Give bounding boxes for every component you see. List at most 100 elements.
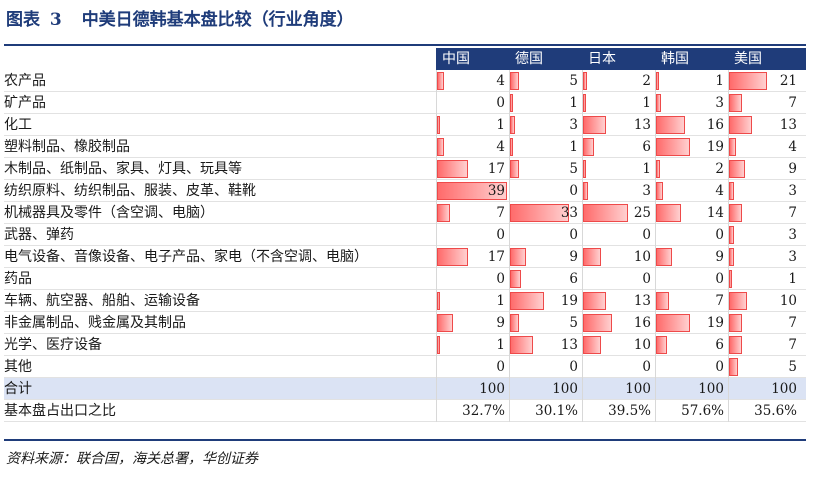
- cell-value: 5: [788, 359, 797, 375]
- table-row-cell: 0: [655, 224, 728, 246]
- row-divider: [4, 113, 806, 114]
- table-row-cell: 7: [728, 334, 801, 356]
- cell-value: 7: [715, 293, 724, 309]
- table-row-cell: 9: [728, 158, 801, 180]
- cell-value: 7: [788, 205, 797, 221]
- value-bar: [510, 138, 513, 156]
- cell-value: 25: [633, 205, 651, 221]
- figure-title: 图表 3 中美日德韩基本盘比较（行业角度）: [6, 6, 354, 34]
- value-bar: [510, 204, 569, 222]
- table-row-label: 矿产品: [4, 95, 46, 111]
- value-bar: [729, 182, 734, 200]
- total-row-label: 合计: [4, 381, 32, 397]
- value-bar: [583, 292, 606, 310]
- cell-value: 13: [633, 117, 651, 133]
- cell-value: 3: [642, 183, 651, 199]
- table-row-cell: 19: [655, 312, 728, 334]
- cell-value: 4: [496, 139, 505, 155]
- cell-value: 4: [496, 73, 505, 89]
- cell-value: 13: [779, 117, 797, 133]
- table-row-cell: 0: [509, 180, 582, 202]
- value-bar: [729, 138, 736, 156]
- figure-number: 3: [49, 10, 62, 30]
- table-row-cell: 13: [582, 114, 655, 136]
- value-bar: [729, 314, 742, 332]
- table-row-cell: 2: [582, 70, 655, 92]
- table-row-cell: 19: [509, 290, 582, 312]
- cell-value: 0: [496, 271, 505, 287]
- value-bar: [656, 116, 685, 134]
- cell-value: 0: [569, 183, 578, 199]
- cell-value: 3: [788, 183, 797, 199]
- value-bar: [729, 72, 767, 90]
- share-row-cell: 35.6%: [728, 400, 801, 422]
- table-row-cell: 14: [655, 202, 728, 224]
- share-row-cell: 57.6%: [655, 400, 728, 422]
- table-row-cell: 7: [655, 290, 728, 312]
- table-row-cell: 0: [582, 268, 655, 290]
- cell-value: 0: [569, 359, 578, 375]
- value-bar: [656, 248, 672, 266]
- table-row-cell: 1: [509, 92, 582, 114]
- share-row-cell: 30.1%: [509, 400, 582, 422]
- table-row-cell: 10: [728, 290, 801, 312]
- row-divider: [4, 179, 806, 180]
- value-bar: [510, 314, 519, 332]
- table-row-cell: 3: [509, 114, 582, 136]
- cell-value: 4: [715, 183, 724, 199]
- cell-value: 0: [715, 271, 724, 287]
- table-row-cell: 9: [436, 312, 509, 334]
- cell-value: 17: [487, 161, 505, 177]
- cell-value: 7: [788, 315, 797, 331]
- table-row-cell: 1: [509, 136, 582, 158]
- table-row-cell: 1: [582, 158, 655, 180]
- value-bar: [437, 160, 468, 178]
- value-bar: [583, 116, 606, 134]
- value-bar: [583, 248, 601, 266]
- cell-value: 16: [706, 117, 724, 133]
- cell-value: 2: [642, 73, 651, 89]
- cell-value: 33: [560, 205, 578, 221]
- table-row-cell: 3: [582, 180, 655, 202]
- table-row-cell: 1: [436, 114, 509, 136]
- figure-prefix: 图表: [6, 10, 40, 30]
- table-row-label: 化工: [4, 117, 32, 133]
- cell-value: 4: [788, 139, 797, 155]
- row-divider: [4, 135, 806, 136]
- value-bar: [729, 248, 734, 266]
- table-row-cell: 0: [436, 268, 509, 290]
- total-row-cell: 100: [728, 378, 801, 400]
- cell-value: 0: [642, 227, 651, 243]
- cell-value: 0: [715, 227, 724, 243]
- table-row-cell: 5: [509, 312, 582, 334]
- table-row-cell: 13: [728, 114, 801, 136]
- column-separator: [509, 70, 510, 422]
- value-bar: [729, 116, 752, 134]
- value-bar: [583, 160, 586, 178]
- table-row-cell: 0: [582, 356, 655, 378]
- cell-value: 3: [569, 117, 578, 133]
- total-row-cell: 100: [436, 378, 509, 400]
- table-row-label: 农产品: [4, 73, 46, 89]
- table-row-cell: 9: [655, 246, 728, 268]
- value-bar: [656, 94, 661, 112]
- value-bar: [437, 336, 440, 354]
- cell-value: 1: [569, 95, 578, 111]
- column-header: 美国: [734, 51, 762, 67]
- row-divider: [4, 267, 806, 268]
- cell-value: 1: [496, 337, 505, 353]
- cell-value: 3: [788, 249, 797, 265]
- cell-value: 10: [633, 337, 651, 353]
- value-bar: [510, 116, 515, 134]
- table-row-label: 塑料制品、橡胶制品: [4, 139, 130, 155]
- value-bar: [583, 72, 587, 90]
- value-bar: [656, 314, 690, 332]
- table-row-cell: 5: [728, 356, 801, 378]
- table-row-cell: 4: [655, 180, 728, 202]
- table-row-cell: 1: [655, 70, 728, 92]
- column-separator: [728, 70, 729, 422]
- table-row-label: 药品: [4, 271, 32, 287]
- table-row-label: 非金属制品、贱金属及其制品: [4, 315, 186, 331]
- cell-value: 0: [642, 359, 651, 375]
- row-divider: [4, 289, 806, 290]
